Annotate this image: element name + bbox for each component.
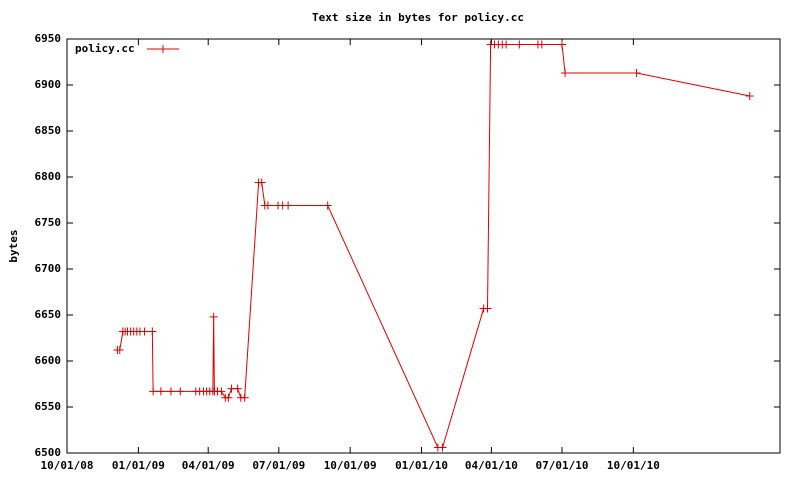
y-tick-label: 6750 bbox=[35, 216, 62, 229]
y-tick-label: 6800 bbox=[35, 170, 62, 183]
x-tick-label: 01/01/09 bbox=[112, 459, 165, 472]
point bbox=[284, 201, 293, 210]
x-tick-label: 04/01/10 bbox=[465, 459, 518, 472]
chart-title: Text size in bytes for policy.cc bbox=[312, 11, 524, 24]
point bbox=[515, 40, 524, 49]
point bbox=[257, 178, 266, 187]
point bbox=[224, 393, 233, 402]
point bbox=[217, 387, 226, 396]
point bbox=[263, 201, 272, 210]
point bbox=[438, 443, 447, 452]
point bbox=[149, 387, 158, 396]
x-tick-label: 01/01/10 bbox=[395, 459, 448, 472]
legend-label: policy.cc bbox=[75, 42, 135, 55]
x-tick-label: 10/01/09 bbox=[324, 459, 377, 472]
point bbox=[632, 69, 641, 78]
x-tick-label: 07/01/10 bbox=[535, 459, 588, 472]
point bbox=[745, 92, 754, 101]
point bbox=[140, 327, 149, 336]
plot-frame bbox=[66, 38, 781, 454]
point bbox=[502, 40, 511, 49]
x-tick-label: 07/01/09 bbox=[252, 459, 305, 472]
point bbox=[561, 69, 570, 78]
y-tick-label: 6850 bbox=[35, 124, 62, 137]
x-tick-label: 10/01/10 bbox=[607, 459, 660, 472]
point bbox=[156, 387, 165, 396]
y-tick-label: 6900 bbox=[35, 78, 62, 91]
point bbox=[323, 201, 332, 210]
point bbox=[240, 393, 249, 402]
y-tick-label: 6700 bbox=[35, 262, 62, 275]
point bbox=[115, 345, 124, 354]
y-tick-label: 6600 bbox=[35, 354, 62, 367]
point bbox=[148, 327, 157, 336]
point bbox=[209, 312, 218, 321]
legend-swatch bbox=[159, 45, 167, 53]
point bbox=[537, 40, 546, 49]
x-tick-label: 04/01/09 bbox=[182, 459, 235, 472]
point bbox=[176, 387, 185, 396]
x-tick-label: 10/01/08 bbox=[41, 459, 94, 472]
point bbox=[233, 384, 242, 393]
point bbox=[166, 387, 175, 396]
y-tick-label: 6550 bbox=[35, 400, 62, 413]
y-tick-label: 6500 bbox=[35, 446, 62, 459]
y-axis-label: bytes bbox=[7, 229, 20, 262]
y-tick-label: 6950 bbox=[35, 32, 62, 45]
y-tick-label: 6650 bbox=[35, 308, 62, 321]
point bbox=[557, 40, 566, 49]
point bbox=[483, 304, 492, 313]
